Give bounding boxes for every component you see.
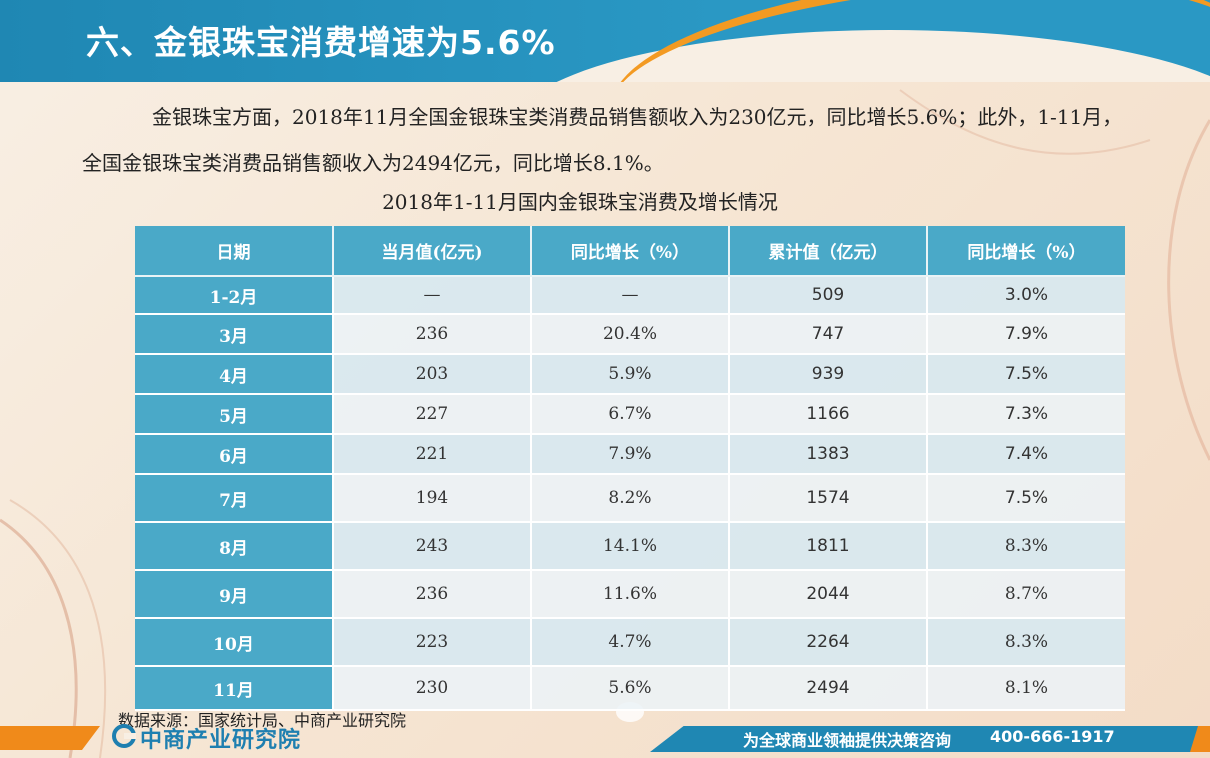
- cell-date: 11月: [135, 666, 334, 711]
- cell-monthly-value: 230: [333, 666, 532, 711]
- column-header-monthly-growth: 同比增长（%）: [531, 226, 730, 277]
- column-header-monthly: 当月值(亿元): [333, 226, 532, 277]
- cell-monthly-growth: 7.9%: [531, 434, 730, 475]
- cell-cumulative-value: 939: [729, 354, 928, 395]
- data-source-note: 数据来源：国家统计局、中商产业研究院: [118, 711, 407, 730]
- table-row: 11月 230 5.6% 2494 8.1%: [135, 666, 1125, 711]
- cell-cumulative-value: 1166: [729, 394, 928, 435]
- table-row: 9月 236 11.6% 2044 8.7%: [135, 570, 1125, 619]
- cell-monthly-growth: 8.2%: [531, 474, 730, 523]
- table-row: 7月 194 8.2% 1574 7.5%: [135, 474, 1125, 523]
- cell-cumulative-value: 2494: [729, 666, 928, 711]
- footer-orange-bar: [0, 726, 100, 750]
- cell-cumulative-growth: 7.4%: [927, 434, 1125, 475]
- table-row: 10月 223 4.7% 2264 8.3%: [135, 618, 1125, 667]
- cell-date: 7月: [135, 474, 334, 523]
- cell-cumulative-value: 2044: [729, 570, 928, 619]
- cell-date: 3月: [135, 314, 334, 355]
- cell-monthly-value: 221: [333, 434, 532, 475]
- column-header-date: 日期: [135, 226, 334, 277]
- cell-date: 4月: [135, 354, 334, 395]
- cell-date: 10月: [135, 618, 334, 667]
- cell-monthly-growth: 5.9%: [531, 354, 730, 395]
- header-orange-arc: [601, 0, 1210, 82]
- cell-monthly-growth: 5.6%: [531, 666, 730, 711]
- cell-cumulative-value: 509: [729, 276, 928, 315]
- table-row: 5月 227 6.7% 1166 7.3%: [135, 394, 1125, 435]
- cell-monthly-growth: —: [531, 276, 730, 315]
- company-logo-icon: [112, 724, 136, 748]
- cell-cumulative-value: 1383: [729, 434, 928, 475]
- cell-monthly-value: 194: [333, 474, 532, 523]
- cell-cumulative-value: 747: [729, 314, 928, 355]
- footer-phone: 400-666-1917: [990, 727, 1115, 746]
- cell-monthly-growth: 6.7%: [531, 394, 730, 435]
- cell-monthly-value: 223: [333, 618, 532, 667]
- footer-blue-bar: [650, 726, 1210, 752]
- cell-monthly-value: 236: [333, 570, 532, 619]
- table-row: 4月 203 5.9% 939 7.5%: [135, 354, 1125, 395]
- cell-cumulative-growth: 7.5%: [927, 474, 1125, 523]
- table-header-row: 日期 当月值(亿元) 同比增长（%） 累计值（亿元） 同比增长（%）: [135, 226, 1125, 277]
- cell-date: 8月: [135, 522, 334, 571]
- cell-cumulative-growth: 7.5%: [927, 354, 1125, 395]
- header-bar: 六、金银珠宝消费增速为5.6%: [0, 0, 1210, 82]
- cell-cumulative-value: 1574: [729, 474, 928, 523]
- cell-monthly-value: 227: [333, 394, 532, 435]
- column-header-cumulative-growth: 同比增长（%）: [927, 226, 1125, 277]
- cell-cumulative-growth: 7.3%: [927, 394, 1125, 435]
- intro-paragraph: 金银珠宝方面，2018年11月全国金银珠宝类消费品销售额收入为230亿元，同比增…: [82, 105, 1123, 175]
- table-row: 6月 221 7.9% 1383 7.4%: [135, 434, 1125, 475]
- cell-cumulative-growth: 8.3%: [927, 618, 1125, 667]
- table-row: 1-2月 — —509 3.0%: [135, 276, 1125, 315]
- company-logo-text: 中商产业研究院: [140, 728, 302, 753]
- cell-cumulative-growth: 8.3%: [927, 522, 1125, 571]
- cell-cumulative-growth: 8.1%: [927, 666, 1125, 711]
- footer-slogan: 为全球商业领袖提供决策咨询: [743, 731, 952, 750]
- page-title: 六、金银珠宝消费增速为5.6%: [86, 23, 556, 62]
- cell-date: 9月: [135, 570, 334, 619]
- cell-monthly-growth: 4.7%: [531, 618, 730, 667]
- table-row: 8月 243 14.1% 1811 8.3%: [135, 522, 1125, 571]
- cell-date: 6月: [135, 434, 334, 475]
- table-title: 2018年1-11月国内金银珠宝消费及增长情况: [382, 190, 778, 214]
- cell-monthly-growth: 20.4%: [531, 314, 730, 355]
- cell-monthly-value: —: [333, 276, 532, 315]
- column-header-cumulative: 累计值（亿元）: [729, 226, 928, 277]
- cell-cumulative-growth: 8.7%: [927, 570, 1125, 619]
- cell-cumulative-growth: 3.0%: [927, 276, 1125, 315]
- cell-monthly-growth: 11.6%: [531, 570, 730, 619]
- cell-date: 1-2月: [135, 276, 334, 315]
- table-row: 3月 236 20.4% 747 7.9%: [135, 314, 1125, 355]
- cell-date: 5月: [135, 394, 334, 435]
- cell-monthly-growth: 14.1%: [531, 522, 730, 571]
- cell-monthly-value: 203: [333, 354, 532, 395]
- cell-cumulative-value: 1811: [729, 522, 928, 571]
- cell-monthly-value: 236: [333, 314, 532, 355]
- cell-cumulative-growth: 7.9%: [927, 314, 1125, 355]
- jewelry-consumption-table: 日期 当月值(亿元) 同比增长（%） 累计值（亿元） 同比增长（%） 1-2月 —…: [135, 226, 1125, 711]
- cell-monthly-value: 243: [333, 522, 532, 571]
- cell-cumulative-value: 2264: [729, 618, 928, 667]
